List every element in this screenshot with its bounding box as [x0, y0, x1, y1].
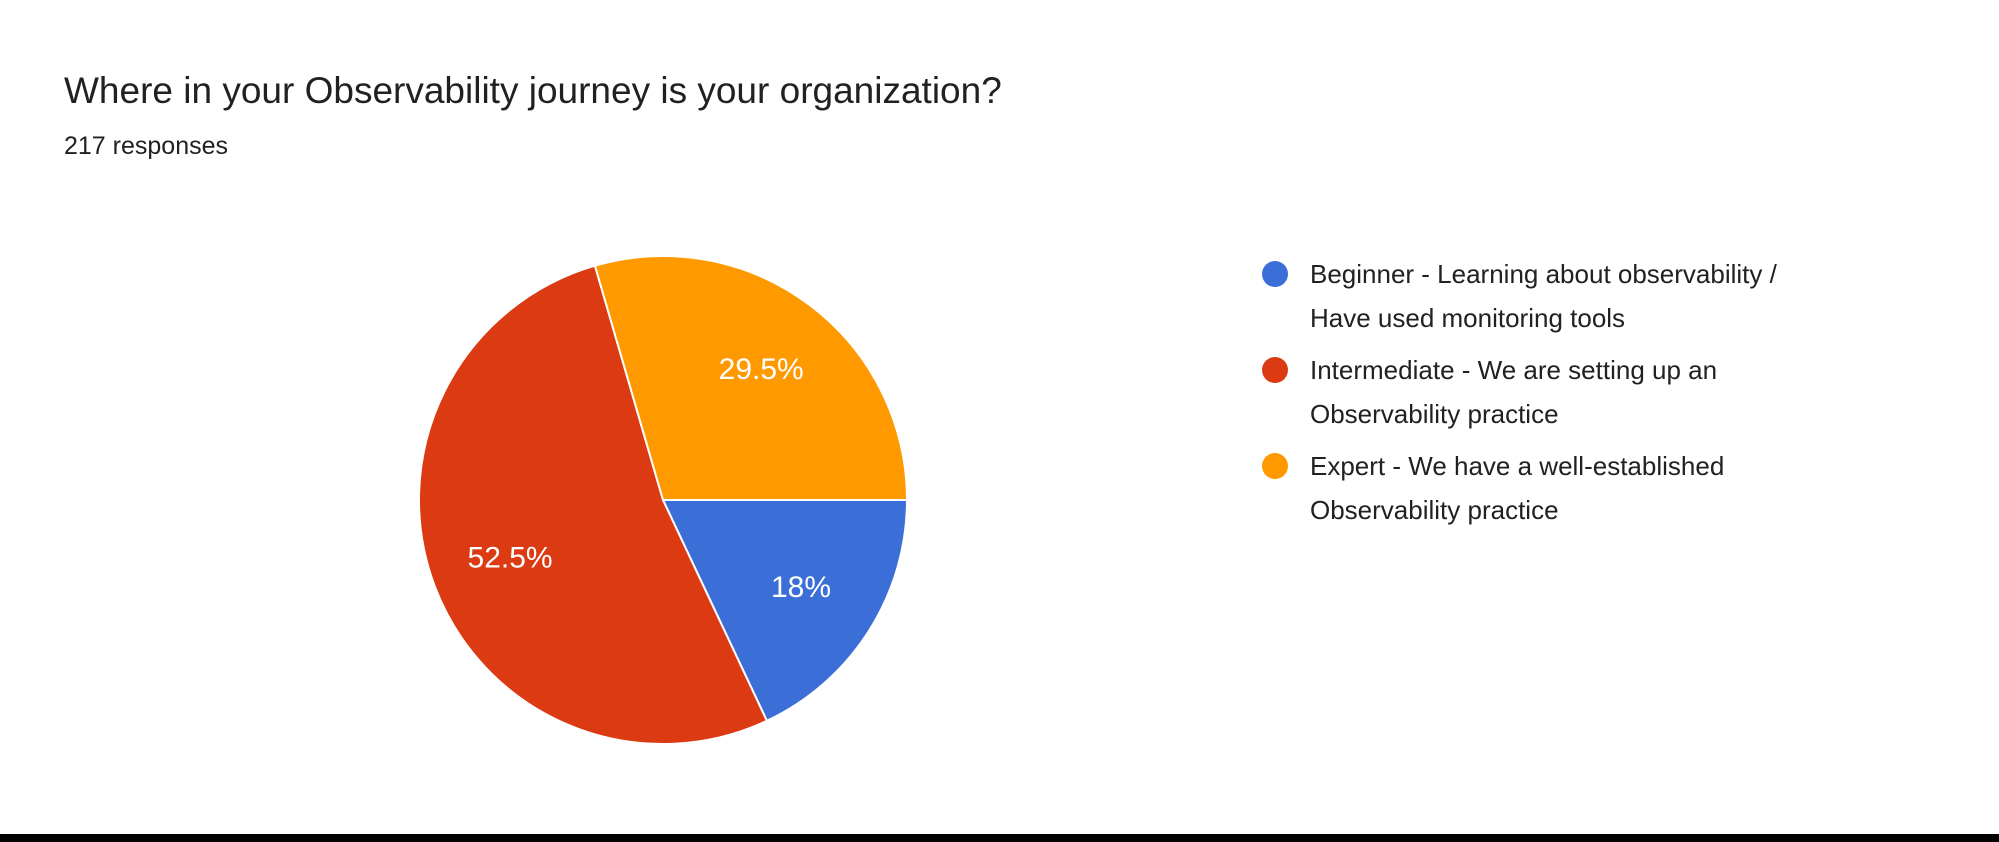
slice-percentage-label: 29.5% [719, 353, 804, 386]
slice-percentage-label: 52.5% [468, 541, 553, 574]
bottom-edge-bar [0, 834, 1999, 842]
pie-slice[interactable] [593, 255, 908, 501]
legend-color-dot [1262, 453, 1288, 479]
legend-item-beginner: Beginner - Learning about observability … [1262, 252, 1922, 340]
legend-color-dot [1262, 357, 1288, 383]
slice-percentage-label: 18% [771, 571, 831, 604]
pie-slice[interactable] [418, 264, 768, 745]
legend-label: Beginner - Learning about observability … [1310, 259, 1777, 333]
pie-chart: 18% 52.5% 29.5% [413, 250, 913, 750]
legend-color-dot [1262, 261, 1288, 287]
responses-count: 217 responses [64, 132, 229, 160]
legend-label: Expert - We have a well-established Obse… [1310, 451, 1725, 525]
legend-item-expert: Expert - We have a well-established Obse… [1262, 444, 1922, 532]
pie-slice[interactable] [662, 499, 908, 722]
chart-legend: Beginner - Learning about observability … [1262, 252, 1922, 540]
legend-label: Intermediate - We are setting up an Obse… [1310, 355, 1718, 429]
question-title: Where in your Observability journey is y… [64, 70, 1002, 111]
legend-item-intermediate: Intermediate - We are setting up an Obse… [1262, 348, 1922, 436]
